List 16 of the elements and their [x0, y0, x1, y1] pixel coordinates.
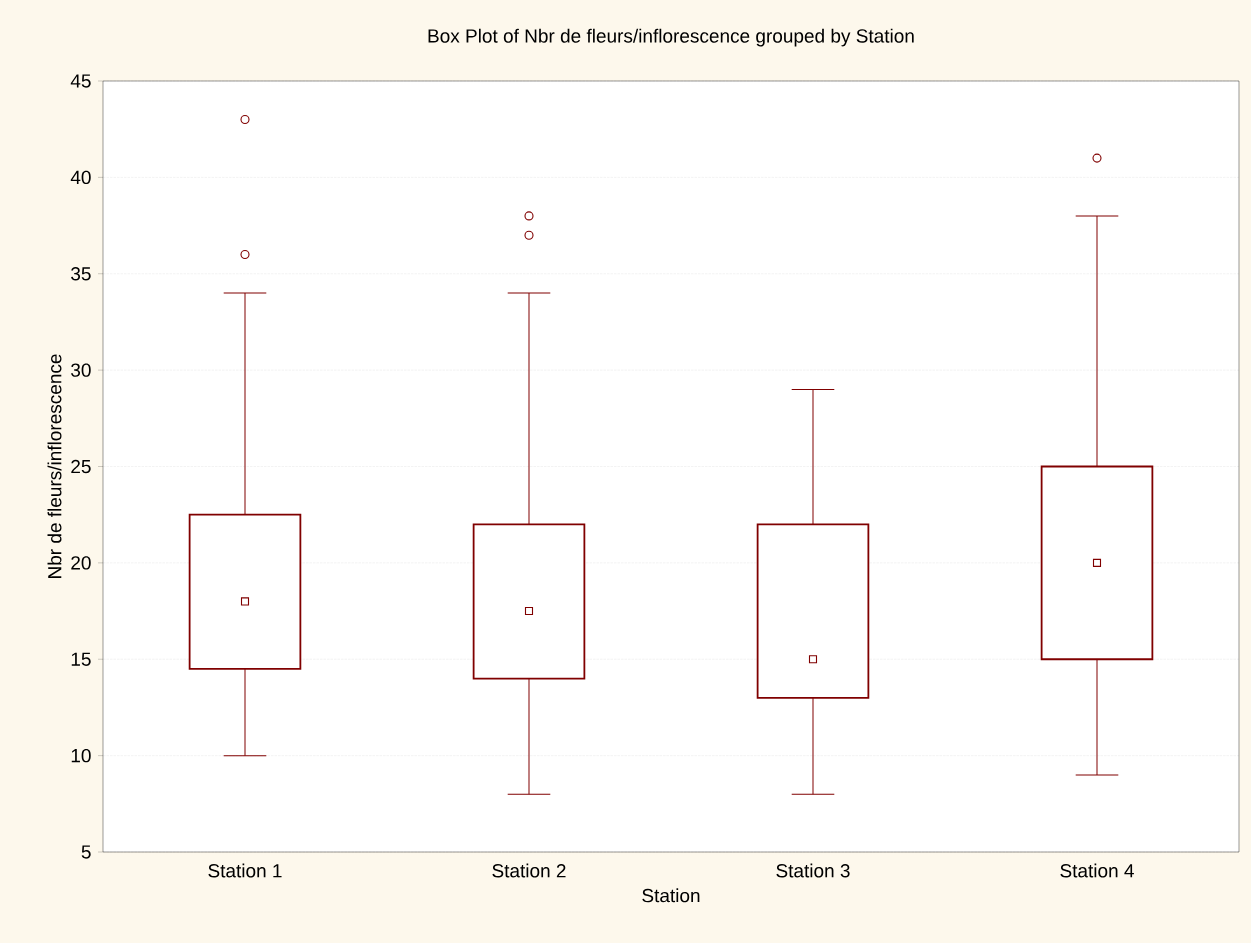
- x-axis-title: Station: [642, 888, 700, 903]
- y-tick-label: 15: [71, 652, 91, 666]
- y-tick-label: 40: [70, 170, 91, 185]
- y-tick-label: 10: [71, 748, 91, 763]
- chart-title: Box Plot of Nbr de fleurs/inflorescence grouped by Station: [428, 28, 914, 47]
- x-tick-label: Station 4: [1060, 863, 1134, 878]
- y-tick-label: 30: [71, 363, 91, 377]
- x-tick-label: Station 2: [492, 863, 566, 878]
- y-axis-title: Nbr de fleurs/inflorescence: [47, 354, 62, 578]
- y-tick-label: 20: [71, 556, 91, 570]
- x-tick-label: Station 3: [776, 863, 850, 878]
- y-tick-label: 35: [71, 267, 91, 281]
- y-tick-label: 45: [70, 74, 91, 88]
- x-tick-label: Station 1: [208, 863, 282, 878]
- y-tick-label: 5: [81, 845, 91, 859]
- y-tick-label: 25: [71, 459, 91, 474]
